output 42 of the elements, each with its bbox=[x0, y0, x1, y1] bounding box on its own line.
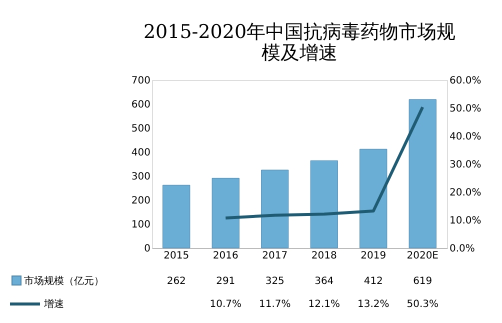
y-tick-label: 700 bbox=[131, 76, 150, 86]
y-tick-label: 100 bbox=[131, 220, 150, 230]
legend-label: 市场规模（亿元） bbox=[24, 275, 104, 287]
x-tick-label: 2016 bbox=[212, 250, 238, 262]
x-tick-label: 2019 bbox=[360, 250, 386, 262]
data-label: 262 bbox=[166, 276, 186, 287]
data-label: 325 bbox=[265, 276, 284, 287]
data-label: 412 bbox=[364, 276, 383, 287]
bar bbox=[408, 99, 436, 248]
data-label: 13.2% bbox=[357, 299, 390, 310]
y2-tick-label: 40.0% bbox=[450, 132, 482, 142]
y2-tick-label: 50.0% bbox=[450, 104, 482, 114]
y2-tick-label: 0.0% bbox=[450, 244, 475, 254]
line-series bbox=[224, 106, 424, 220]
y2-tick-label: 30.0% bbox=[450, 160, 482, 170]
x-tick-label: 2017 bbox=[262, 250, 288, 262]
y-tick-label: 500 bbox=[131, 124, 150, 134]
x-tick-label: 2020E bbox=[406, 250, 439, 262]
data-label: 11.7% bbox=[258, 299, 291, 310]
bar bbox=[261, 170, 289, 248]
y2-tick-label: 10.0% bbox=[450, 216, 482, 226]
data-label: 12.1% bbox=[308, 299, 340, 310]
y-tick-label: 400 bbox=[131, 148, 150, 158]
y2-tick-label: 60.0% bbox=[450, 76, 482, 86]
y-tick-label: 600 bbox=[131, 100, 150, 110]
legend-label: 增速 bbox=[43, 298, 64, 310]
bar bbox=[212, 178, 240, 248]
bar bbox=[360, 148, 388, 248]
data-label: 364 bbox=[314, 276, 334, 287]
x-tick-label: 2018 bbox=[311, 250, 337, 262]
bar bbox=[310, 160, 338, 248]
data-label: 50.3% bbox=[406, 299, 439, 310]
chart-title: 2015-2020年中国抗病毒药物市场规模及增速 bbox=[143, 21, 456, 64]
data-label: 619 bbox=[413, 276, 432, 287]
y-tick-label: 300 bbox=[131, 172, 150, 182]
y2-tick-label: 20.0% bbox=[450, 188, 482, 198]
y-tick-label: 0 bbox=[144, 244, 150, 254]
x-tick-label: 2015 bbox=[164, 250, 190, 262]
bar bbox=[162, 184, 190, 248]
data-label: 10.7% bbox=[210, 299, 242, 310]
y-tick-label: 200 bbox=[131, 196, 150, 206]
data-label: 291 bbox=[216, 276, 236, 287]
